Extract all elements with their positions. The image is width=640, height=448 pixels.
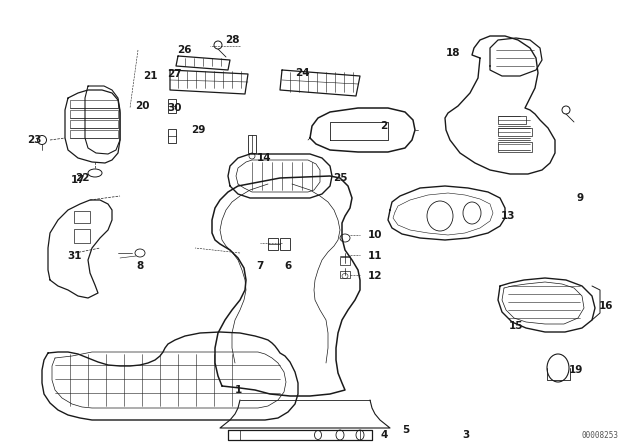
Bar [498,142,532,152]
Bar [168,129,176,143]
Text: 4: 4 [380,430,388,440]
Text: 5: 5 [403,425,410,435]
Bar [268,238,278,250]
Text: 6: 6 [284,261,292,271]
Text: 20: 20 [135,101,149,111]
Text: 27: 27 [166,69,181,79]
Text: 31: 31 [68,251,83,261]
Text: 18: 18 [445,48,460,58]
Text: 23: 23 [27,135,41,145]
Text: 30: 30 [168,103,182,113]
Bar [280,238,290,250]
Text: 9: 9 [577,193,584,203]
Text: 8: 8 [136,261,143,271]
Text: 24: 24 [294,68,309,78]
Text: 16: 16 [599,301,613,311]
Text: 1: 1 [234,385,242,395]
Bar [70,130,118,138]
Text: 22: 22 [75,173,89,183]
Text: 26: 26 [177,45,191,55]
Text: 10: 10 [368,230,382,240]
Bar [168,99,176,113]
Bar [74,229,90,243]
Text: 14: 14 [257,153,271,163]
Bar [70,110,118,118]
Text: 17: 17 [70,175,85,185]
Bar [498,116,526,124]
Text: 21: 21 [143,71,157,81]
Text: 13: 13 [500,211,515,221]
Text: 19: 19 [569,365,583,375]
Text: 7: 7 [256,261,264,271]
Text: 11: 11 [368,251,382,261]
Text: 29: 29 [191,125,205,135]
Text: 00008253: 00008253 [581,431,618,440]
Text: 28: 28 [225,35,239,45]
Bar [70,120,118,128]
Text: 3: 3 [462,430,470,440]
Bar [498,128,532,136]
Bar [74,211,90,223]
Text: 15: 15 [509,321,524,331]
Bar [340,257,350,265]
Text: 2: 2 [380,121,388,131]
Text: 25: 25 [333,173,348,183]
Bar [340,271,350,278]
Text: 12: 12 [368,271,382,281]
Bar [248,135,256,153]
Bar [70,100,118,108]
